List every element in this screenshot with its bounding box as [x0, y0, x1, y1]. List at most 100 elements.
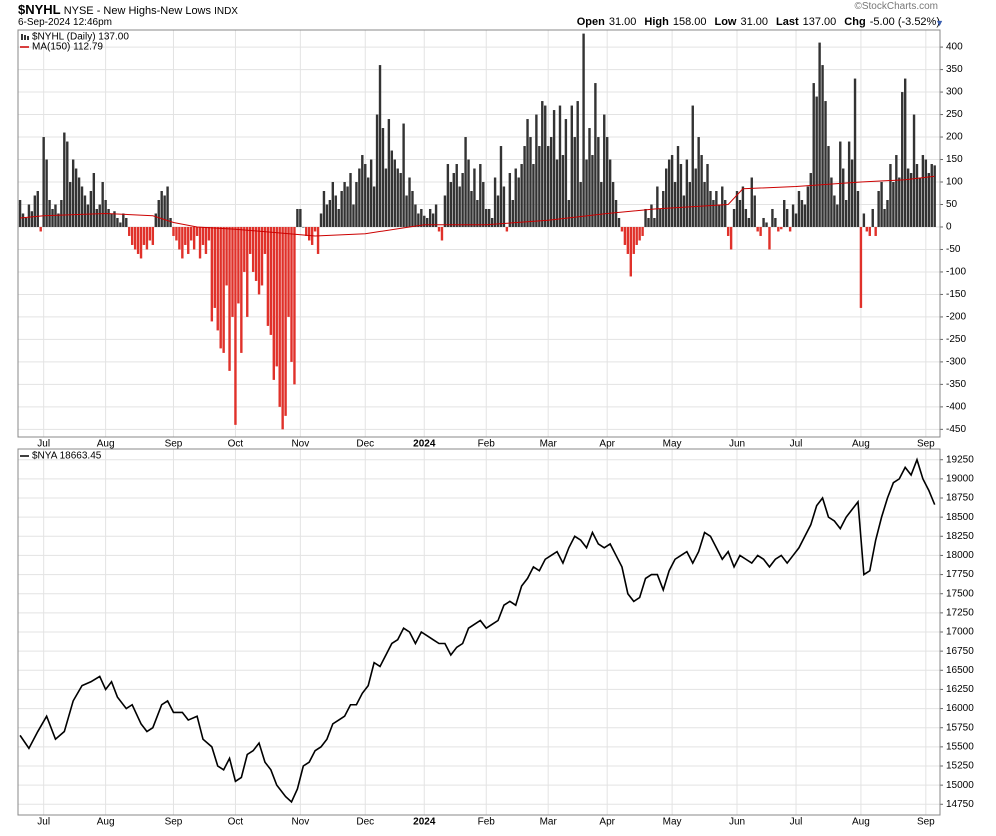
bar: [69, 182, 72, 227]
y-tick-label: -50: [946, 244, 961, 255]
bar: [296, 208, 299, 227]
bar: [184, 226, 187, 245]
bar: [290, 226, 293, 362]
bar: [316, 226, 320, 254]
bar: [785, 208, 789, 227]
bar: [198, 226, 202, 259]
bar: [234, 226, 237, 425]
y-tick-label: 19250: [946, 454, 974, 465]
y-tick-label: 18750: [946, 493, 974, 504]
bar: [856, 191, 860, 227]
y-tick-label: 350: [946, 64, 963, 75]
x-tick-label: Jul: [37, 817, 50, 828]
bar: [473, 168, 476, 227]
bar: [476, 199, 479, 227]
exchange: INDX: [214, 6, 238, 17]
bar: [726, 226, 730, 236]
bar: [868, 226, 871, 236]
line: [19, 457, 936, 804]
bar: [889, 164, 892, 227]
bar: [139, 226, 143, 259]
bar: [520, 164, 523, 227]
legend-swatch: [24, 35, 26, 40]
y-tick-label: -250: [946, 334, 966, 345]
bar: [529, 137, 532, 227]
y-tick-label: 250: [946, 109, 963, 120]
bar: [903, 78, 907, 227]
y-tick-label: 15250: [946, 761, 974, 772]
bar: [656, 186, 659, 227]
quote-value: 158.00: [672, 16, 707, 28]
bar: [638, 226, 641, 241]
bar: [771, 208, 774, 227]
y-tick-label: 15500: [946, 741, 974, 752]
bar: [833, 195, 836, 227]
x-tick-label: Apr: [599, 439, 615, 450]
plot-frame: [17, 29, 941, 438]
bar: [842, 168, 845, 227]
bar: [225, 226, 228, 286]
bar: [428, 208, 432, 227]
bar: [272, 226, 275, 380]
bar: [254, 226, 258, 281]
bar: [709, 191, 712, 227]
bar: [526, 119, 529, 227]
bar: [523, 146, 526, 227]
bar: [508, 173, 512, 227]
bar: [662, 191, 665, 227]
bar: [145, 226, 149, 250]
bar: [98, 204, 101, 227]
bar: [293, 226, 296, 385]
quote-value: 31.00: [608, 16, 637, 28]
bar: [402, 123, 405, 227]
y-tick-label: 17250: [946, 607, 974, 618]
x-tick-label: Apr: [599, 817, 615, 828]
bar: [154, 213, 157, 227]
bar: [724, 199, 727, 227]
bar: [352, 204, 355, 227]
bar: [588, 128, 591, 227]
bar: [912, 114, 916, 227]
bar: [201, 226, 205, 245]
x-tick-label: Aug: [97, 817, 115, 828]
x-tick-label: 2024: [413, 817, 436, 828]
bar: [187, 226, 190, 254]
bar: [809, 173, 812, 227]
bar: [747, 217, 751, 227]
y-tick-label: -450: [946, 424, 966, 435]
legend-swatch: [21, 34, 23, 40]
quote-value: -5.00 (-3.52%): [869, 16, 940, 28]
bar: [461, 173, 464, 227]
bar: [83, 195, 87, 227]
legend-swatch: [27, 36, 29, 40]
bar: [178, 226, 181, 250]
bar: [594, 83, 597, 227]
quote-value: 137.00: [802, 16, 837, 28]
bar: [862, 213, 866, 227]
bar: [921, 155, 925, 227]
bar: [408, 177, 411, 227]
bar: [827, 146, 830, 227]
dropdown-arrow[interactable]: ▼: [935, 18, 944, 28]
bar: [169, 217, 172, 227]
bar: [349, 173, 352, 227]
bar: [691, 105, 694, 227]
y-tick-label: 18000: [946, 550, 974, 561]
y-tick-label: -150: [946, 289, 966, 300]
x-tick-label: Jul: [37, 439, 50, 450]
bar: [535, 114, 538, 227]
x-tick-label: Sep: [165, 817, 183, 828]
bar: [243, 226, 246, 272]
bar: [847, 141, 851, 227]
bar: [358, 168, 361, 227]
x-tick-label: May: [663, 817, 682, 828]
y-tick-label: 50: [946, 199, 958, 210]
bar: [45, 159, 48, 227]
bar: [260, 226, 264, 286]
quote-label: High: [644, 16, 669, 28]
bar: [423, 215, 426, 227]
bar: [237, 226, 240, 304]
bar: [544, 105, 547, 227]
bar: [387, 119, 391, 227]
